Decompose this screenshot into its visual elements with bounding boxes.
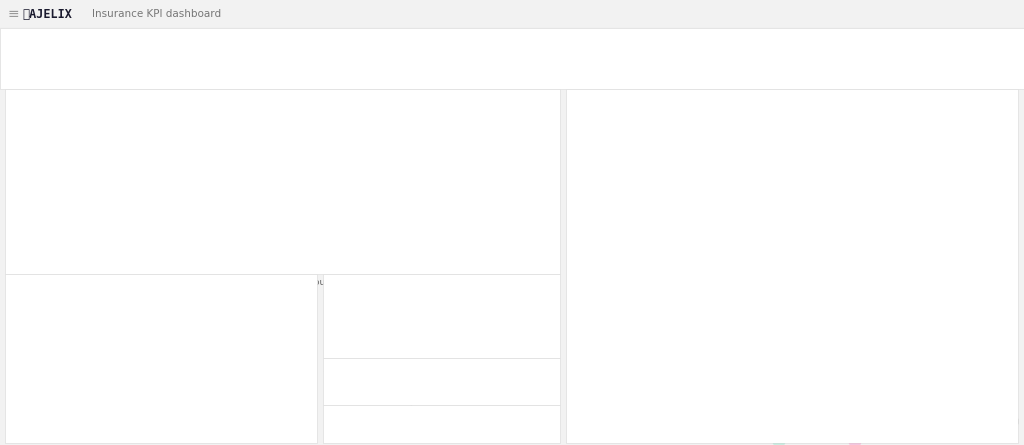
Text: Claims for each statuss: Claims for each statuss — [13, 282, 119, 291]
Text: Insurance KPI dashboard: Insurance KPI dashboard — [92, 9, 221, 19]
Text: ≡: ≡ — [7, 7, 18, 21]
Text: Premium Amount for each policy type: Premium Amount for each policy type — [15, 101, 187, 111]
Text: 100k: 100k — [770, 156, 797, 166]
Bar — [660, 268, 752, 294]
Text: ⓄAJELIX: ⓄAJELIX — [23, 8, 73, 21]
Legend: Premium Amount: Premium Amount — [234, 274, 339, 291]
Text: $10k: $10k — [400, 376, 482, 409]
Bar — [255, 207, 319, 247]
Text: 1k: 1k — [280, 222, 294, 232]
Text: 3k: 3k — [126, 182, 140, 193]
Text: Closed: Closed — [119, 404, 148, 413]
Text: Pending: Pending — [204, 350, 240, 359]
Text: 46k: 46k — [707, 366, 727, 376]
Bar — [660, 328, 967, 353]
Legend: Revenue, Profit: Revenue, Profit — [770, 432, 894, 445]
Text: Claim amount: Claim amount — [337, 363, 406, 373]
Bar — [660, 358, 773, 383]
Bar — [409, 215, 473, 247]
Text: Operational KPIs: Operational KPIs — [432, 49, 592, 68]
Text: 102k: 102k — [772, 246, 799, 256]
Bar — [660, 238, 910, 263]
Text: 89: 89 — [417, 309, 466, 347]
Text: Operating Expenses: Operating Expenses — [337, 414, 435, 425]
Bar — [100, 128, 166, 247]
Bar — [660, 179, 759, 204]
Text: 125k: 125k — [800, 336, 827, 345]
Text: 800: 800 — [429, 226, 452, 236]
Text: 37k: 37k — [695, 276, 716, 286]
Text: Total claims: Total claims — [337, 284, 394, 294]
Wedge shape — [164, 307, 219, 380]
Wedge shape — [137, 372, 216, 418]
Text: 40k: 40k — [699, 186, 720, 196]
Bar — [660, 149, 905, 174]
Text: Open: Open — [132, 313, 157, 322]
Wedge shape — [109, 307, 164, 411]
Text: Expenses (sum): Expenses (sum) — [575, 98, 648, 108]
